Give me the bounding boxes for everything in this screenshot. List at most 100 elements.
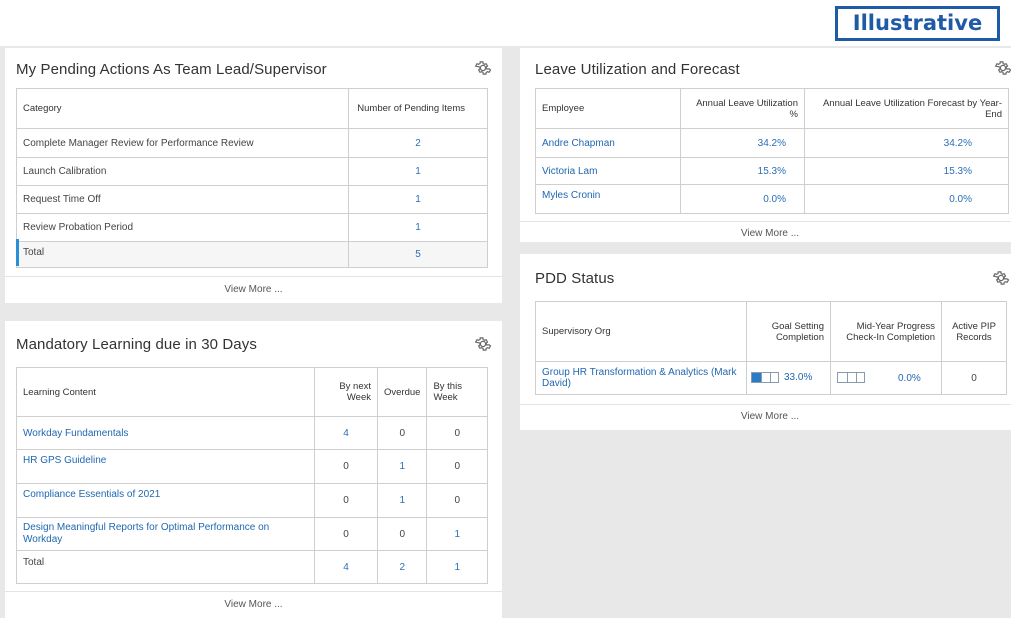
learning-content-link[interactable]: Workday Fundamentals bbox=[16, 416, 315, 450]
table-row: Complete Manager Review for Performance … bbox=[16, 128, 488, 158]
gear-icon[interactable] bbox=[474, 59, 492, 77]
leave-utilization-table: Employee Annual Leave Utilization % Annu… bbox=[535, 88, 1009, 214]
by-next-week-value: 0 bbox=[314, 483, 378, 518]
category-cell: Request Time Off bbox=[16, 185, 349, 214]
midyear-progress-bar bbox=[837, 372, 865, 384]
total-label: Total bbox=[16, 550, 315, 584]
illustrative-badge: Illustrative bbox=[835, 6, 1000, 41]
table-row: Group HR Transformation & Analytics (Mar… bbox=[535, 361, 1007, 395]
employee-link[interactable]: Andre Chapman bbox=[535, 128, 681, 158]
pending-count-link[interactable]: 1 bbox=[348, 185, 488, 214]
column-header-category: Category bbox=[16, 88, 349, 129]
table-row: Andre Chapman 34.2% 34.2% bbox=[535, 128, 1009, 158]
card-title: My Pending Actions As Team Lead/Supervis… bbox=[16, 61, 327, 78]
overdue-value: 0 bbox=[376, 517, 428, 551]
column-header-by-this-week: By this Week bbox=[426, 367, 488, 417]
column-header-midyear-checkin: Mid-Year Progress Check-In Completion bbox=[830, 301, 942, 362]
leave-forecast-link[interactable]: 34.2% bbox=[804, 128, 1009, 158]
divider bbox=[5, 591, 502, 592]
card-title: Leave Utilization and Forecast bbox=[535, 61, 740, 78]
progress-fill bbox=[752, 373, 761, 383]
table-row: Myles Cronin 0.0% 0.0% bbox=[535, 184, 1009, 214]
learning-content-link[interactable]: HR GPS Guideline bbox=[16, 449, 315, 484]
progress-segment bbox=[856, 373, 857, 383]
overdue-link[interactable]: 1 bbox=[376, 449, 428, 484]
overdue-value: 0 bbox=[376, 416, 428, 450]
column-header-leave-utilization: Annual Leave Utilization % bbox=[680, 88, 805, 129]
leave-forecast-link[interactable]: 0.0% bbox=[804, 184, 1009, 214]
column-header-supervisory-org: Supervisory Org bbox=[535, 301, 747, 362]
total-row: Total 5 bbox=[16, 241, 488, 268]
column-header-pending-count: Number of Pending Items bbox=[348, 88, 488, 129]
leave-utilization-card: Leave Utilization and Forecast Employee … bbox=[520, 48, 1011, 242]
pdd-status-table: Supervisory Org Goal Setting Completion … bbox=[535, 301, 1007, 395]
column-header-overdue: Overdue bbox=[376, 367, 428, 417]
column-header-goal-setting: Goal Setting Completion bbox=[746, 301, 831, 362]
by-this-week-value: 0 bbox=[426, 449, 488, 484]
category-cell: Complete Manager Review for Performance … bbox=[16, 128, 349, 158]
table-row: Review Probation Period 1 bbox=[16, 213, 488, 242]
by-this-week-value: 0 bbox=[426, 483, 488, 518]
by-this-week-value: 0 bbox=[426, 416, 488, 450]
total-by-this-week-link[interactable]: 1 bbox=[426, 550, 488, 584]
card-title: PDD Status bbox=[535, 270, 615, 287]
view-more-link[interactable]: View More ... bbox=[224, 599, 283, 610]
category-cell: Review Probation Period bbox=[16, 213, 349, 242]
table-row: Request Time Off 1 bbox=[16, 185, 488, 214]
total-label: Total bbox=[16, 241, 349, 268]
column-header-active-pip: Active PIP Records bbox=[941, 301, 1007, 362]
gear-icon[interactable] bbox=[474, 335, 492, 353]
goal-setting-progress-bar bbox=[751, 372, 779, 384]
by-next-week-value: 0 bbox=[314, 517, 378, 551]
overdue-link[interactable]: 1 bbox=[376, 483, 428, 518]
by-this-week-link[interactable]: 1 bbox=[426, 517, 488, 551]
learning-content-link[interactable]: Design Meaningful Reports for Optimal Pe… bbox=[16, 517, 315, 551]
employee-link[interactable]: Myles Cronin bbox=[535, 184, 681, 214]
pending-count-link[interactable]: 1 bbox=[348, 157, 488, 186]
column-header-learning-content: Learning Content bbox=[16, 367, 315, 417]
divider bbox=[520, 221, 1011, 222]
active-pip-value: 0 bbox=[941, 361, 1007, 395]
total-row-marker bbox=[16, 239, 19, 266]
pdd-status-card: PDD Status Supervisory Org Goal Setting … bbox=[520, 254, 1011, 430]
category-cell: Launch Calibration bbox=[16, 157, 349, 186]
gear-icon[interactable] bbox=[992, 269, 1010, 287]
total-by-next-week-link[interactable]: 4 bbox=[314, 550, 378, 584]
learning-table: Learning Content By next Week Overdue By… bbox=[16, 367, 488, 584]
column-header-employee: Employee bbox=[535, 88, 681, 129]
view-more-link[interactable]: View More ... bbox=[740, 411, 800, 422]
divider bbox=[5, 276, 502, 277]
mandatory-learning-card: Mandatory Learning due in 30 Days Learni… bbox=[5, 321, 502, 618]
total-overdue-link[interactable]: 2 bbox=[376, 550, 428, 584]
total-count-link[interactable]: 5 bbox=[348, 241, 488, 268]
leave-utilization-link[interactable]: 34.2% bbox=[680, 128, 805, 158]
midyear-cell: 0.0% bbox=[830, 361, 942, 395]
leave-forecast-link[interactable]: 15.3% bbox=[804, 157, 1009, 185]
progress-segment bbox=[770, 373, 771, 383]
table-row: Workday Fundamentals 4 0 0 bbox=[16, 416, 488, 450]
leave-utilization-link[interactable]: 15.3% bbox=[680, 157, 805, 185]
column-header-leave-forecast: Annual Leave Utilization Forecast by Yea… bbox=[804, 88, 1009, 129]
goal-setting-value[interactable]: 33.0% bbox=[784, 372, 813, 384]
leave-utilization-link[interactable]: 0.0% bbox=[680, 184, 805, 214]
goal-setting-cell: 33.0% bbox=[746, 361, 831, 395]
column-header-by-next-week: By next Week bbox=[314, 367, 378, 417]
progress-segment bbox=[761, 373, 762, 383]
by-next-week-link[interactable]: 4 bbox=[314, 416, 378, 450]
table-row: Launch Calibration 1 bbox=[16, 157, 488, 186]
learning-content-link[interactable]: Compliance Essentials of 2021 bbox=[16, 483, 315, 518]
pending-count-link[interactable]: 2 bbox=[348, 128, 488, 158]
view-more-link[interactable]: View More ... bbox=[740, 228, 800, 239]
pending-actions-card: My Pending Actions As Team Lead/Supervis… bbox=[5, 48, 502, 303]
pending-count-link[interactable]: 1 bbox=[348, 213, 488, 242]
divider bbox=[520, 404, 1011, 405]
table-row: Design Meaningful Reports for Optimal Pe… bbox=[16, 517, 488, 551]
progress-segment bbox=[847, 373, 848, 383]
supervisory-org-link[interactable]: Group HR Transformation & Analytics (Mar… bbox=[535, 361, 747, 395]
midyear-value[interactable]: 0.0% bbox=[898, 372, 921, 384]
employee-link[interactable]: Victoria Lam bbox=[535, 157, 681, 185]
gear-icon[interactable] bbox=[994, 59, 1011, 77]
table-row: HR GPS Guideline 0 1 0 bbox=[16, 449, 488, 484]
card-title: Mandatory Learning due in 30 Days bbox=[16, 336, 257, 353]
view-more-link[interactable]: View More ... bbox=[224, 284, 283, 295]
